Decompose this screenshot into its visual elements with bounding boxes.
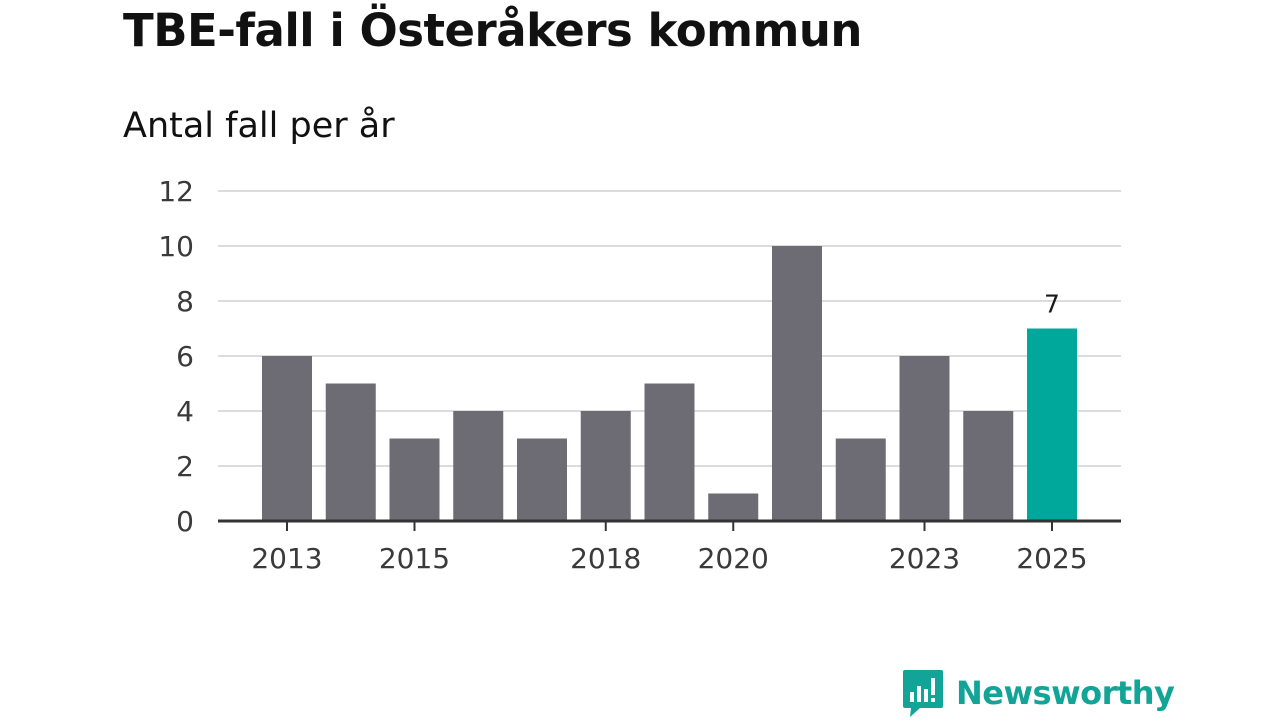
chart-subtitle: Antal fall per år: [123, 106, 395, 146]
newsworthy-logo-icon: [903, 670, 943, 717]
x-tick-label: 2015: [379, 542, 450, 575]
y-tick-label: 10: [158, 230, 194, 263]
bar-2014: [325, 383, 376, 521]
y-tick-label: 8: [176, 285, 194, 318]
bar-2013: [262, 356, 312, 521]
bar-2024: [963, 411, 1014, 521]
bar-2015: [389, 438, 440, 521]
data-label: 7: [1044, 290, 1060, 319]
bar-2017: [517, 438, 567, 521]
bar-chart: 0 2 4 6 8 10 12 2013 2015 2018 2020 2023 2025 7: [158, 175, 1121, 575]
brand-name: Newsworthy: [956, 674, 1175, 712]
data-labels: 7: [1044, 290, 1060, 319]
bar-2020: [708, 493, 759, 521]
y-axis-ticks: 0 2 4 6 8 10 12: [158, 175, 194, 538]
y-tick-label: 0: [176, 505, 194, 538]
bar-2023: [899, 356, 950, 521]
newsworthy-logo: Newsworthy: [902, 668, 1175, 718]
bar-2025: [1027, 328, 1077, 521]
x-tick-label: 2020: [698, 542, 769, 575]
x-tick-label: 2013: [251, 542, 322, 575]
bars: [262, 246, 1077, 521]
bar-2018: [580, 411, 631, 521]
chart-title: TBE-fall i Österåkers kommun: [123, 4, 862, 57]
y-tick-label: 4: [176, 395, 194, 428]
x-tick-label: 2025: [1016, 542, 1087, 575]
x-tick-label: 2018: [570, 542, 641, 575]
bar-2022: [835, 438, 886, 521]
bar-2016: [453, 411, 504, 521]
bar-2021: [772, 246, 822, 521]
x-tick-label: 2023: [889, 542, 960, 575]
y-tick-label: 2: [176, 450, 194, 483]
bar-2019: [644, 383, 695, 521]
x-axis-ticks: 2013 2015 2018 2020 2023 2025: [218, 519, 1121, 575]
y-tick-label: 6: [176, 340, 194, 373]
y-tick-label: 12: [158, 175, 194, 208]
